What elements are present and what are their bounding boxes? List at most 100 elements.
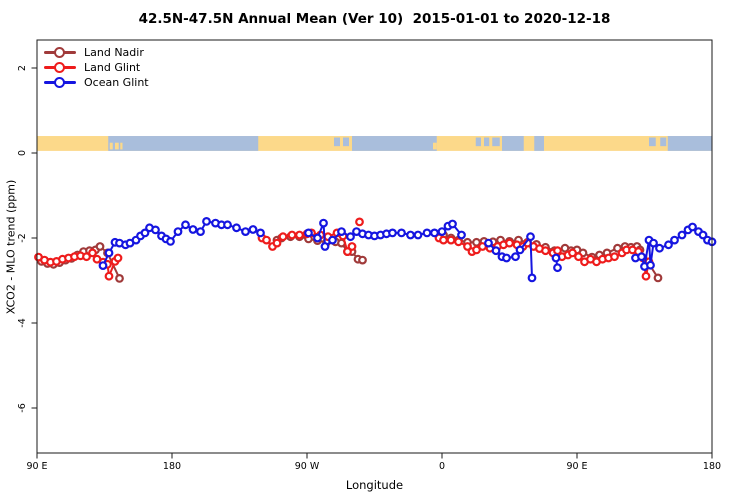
ocean-segment	[667, 136, 712, 151]
data-point	[140, 228, 150, 238]
data-point	[437, 227, 447, 237]
data-point	[188, 225, 198, 234]
legend-label-ocean-glint: Ocean Glint	[84, 76, 149, 89]
data-point	[202, 216, 211, 226]
data-point	[698, 230, 708, 240]
data-point	[397, 228, 406, 238]
y-tick-label: -6	[17, 403, 28, 412]
data-point	[295, 230, 304, 240]
island-speck	[433, 142, 437, 150]
data-point	[649, 238, 658, 248]
data-point	[688, 222, 697, 232]
y-axis: 2 0 -2 -4 -6	[17, 65, 37, 413]
data-point	[313, 233, 322, 243]
island-speck	[438, 142, 441, 150]
plot-box	[36, 39, 713, 454]
ocean-glint-marker-icon	[44, 76, 76, 88]
series-ocean-glint	[98, 216, 717, 283]
data-point	[104, 248, 114, 258]
data-point	[256, 228, 265, 238]
y-tick-label: -4	[17, 318, 28, 327]
data-point	[574, 252, 583, 262]
ocean-segment	[108, 136, 259, 151]
data-point	[232, 223, 241, 233]
lake-segment	[484, 137, 490, 147]
x-tick-label: 180	[703, 461, 721, 472]
data-point	[439, 235, 448, 245]
data-point	[527, 273, 537, 283]
data-point	[430, 228, 439, 238]
x-tick-label: 180	[163, 461, 181, 472]
data-point	[278, 232, 288, 242]
data-point	[262, 235, 271, 245]
data-point	[82, 252, 91, 262]
data-point	[304, 228, 313, 238]
island-speck	[109, 142, 113, 150]
data-point	[646, 260, 655, 270]
data-point	[551, 253, 561, 263]
data-point	[113, 253, 123, 263]
series-land-glint	[34, 217, 654, 281]
data-point	[541, 246, 550, 256]
legend-item-land-nadir: Land Nadir	[44, 45, 149, 60]
data-point	[104, 271, 114, 281]
legend: Land Nadir Land Glint Ocean Glint	[44, 45, 149, 90]
y-tick-label: 2	[17, 65, 28, 71]
lake-segment	[492, 137, 500, 147]
data-point	[287, 230, 297, 240]
island-speck	[115, 142, 119, 150]
ocean-segment	[502, 136, 524, 151]
map-strip	[37, 136, 712, 151]
data-point	[328, 235, 337, 245]
data-point	[454, 237, 463, 247]
data-point	[241, 227, 250, 237]
data-point	[463, 242, 472, 251]
data-point	[526, 232, 535, 242]
data-point	[413, 230, 423, 240]
data-point	[272, 238, 282, 248]
y-tick-label: -2	[17, 233, 28, 242]
data-point	[406, 230, 415, 240]
y-tick-label: 0	[17, 150, 28, 156]
data-point	[388, 228, 397, 238]
data-point	[223, 220, 232, 230]
y-axis-label: XCO2 - MLO trend (ppm)	[4, 179, 18, 315]
data-point	[115, 274, 124, 283]
data-point	[422, 228, 432, 238]
data-point	[484, 238, 493, 248]
data-point	[347, 242, 357, 251]
data-point	[491, 246, 501, 256]
data-point	[446, 235, 456, 245]
chart-title: 42.5N-47.5N Annual Mean (Ver 10) 2015-01…	[138, 11, 611, 27]
lake-segment	[649, 137, 656, 147]
data-point	[181, 220, 190, 230]
data-point	[653, 273, 663, 283]
data-point	[511, 252, 520, 262]
data-point	[248, 225, 258, 234]
data-point	[166, 236, 175, 246]
data-point	[610, 252, 619, 262]
lake-segment	[334, 137, 340, 147]
ocean-segment	[352, 136, 437, 151]
legend-item-land-glint: Land Glint	[44, 60, 149, 75]
data-point	[319, 218, 328, 228]
data-point	[343, 247, 352, 257]
data-point	[677, 230, 687, 240]
x-tick-label: 90 W	[295, 461, 320, 472]
data-point	[457, 230, 466, 240]
land-nadir-marker-icon	[44, 46, 76, 58]
data-point	[355, 217, 364, 227]
x-axis: 90 E 180 90 W 0 90 E 180	[26, 453, 721, 472]
data-point	[448, 219, 457, 229]
legend-item-ocean-glint: Ocean Glint	[44, 75, 149, 90]
legend-label-land-glint: Land Glint	[84, 61, 141, 74]
data-point	[151, 225, 160, 235]
data-point	[505, 238, 514, 248]
data-point	[568, 248, 577, 258]
legend-label-land-nadir: Land Nadir	[84, 46, 144, 59]
x-axis-label: Longitude	[345, 478, 404, 492]
data-point	[655, 243, 664, 253]
data-point	[515, 245, 525, 255]
